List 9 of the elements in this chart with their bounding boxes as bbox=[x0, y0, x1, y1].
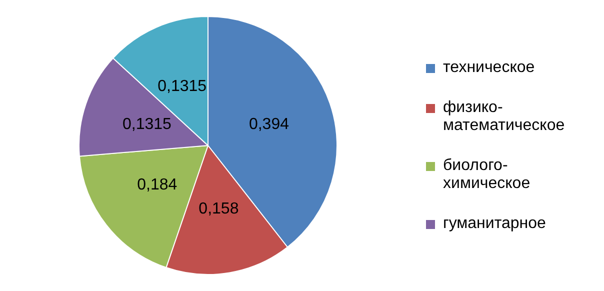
data-label: 0,1315 bbox=[158, 78, 207, 95]
legend-label: биолого-химическое bbox=[443, 156, 532, 192]
data-label: 0,1315 bbox=[122, 116, 172, 133]
data-label: 0,394 bbox=[248, 116, 290, 133]
data-label: 0,158 bbox=[198, 200, 239, 218]
legend-label: гуманитарное bbox=[443, 214, 547, 232]
legend-label: техническое bbox=[443, 58, 536, 76]
data-label: 0,184 bbox=[137, 176, 178, 194]
legend-label: физико-математическое bbox=[443, 98, 566, 134]
